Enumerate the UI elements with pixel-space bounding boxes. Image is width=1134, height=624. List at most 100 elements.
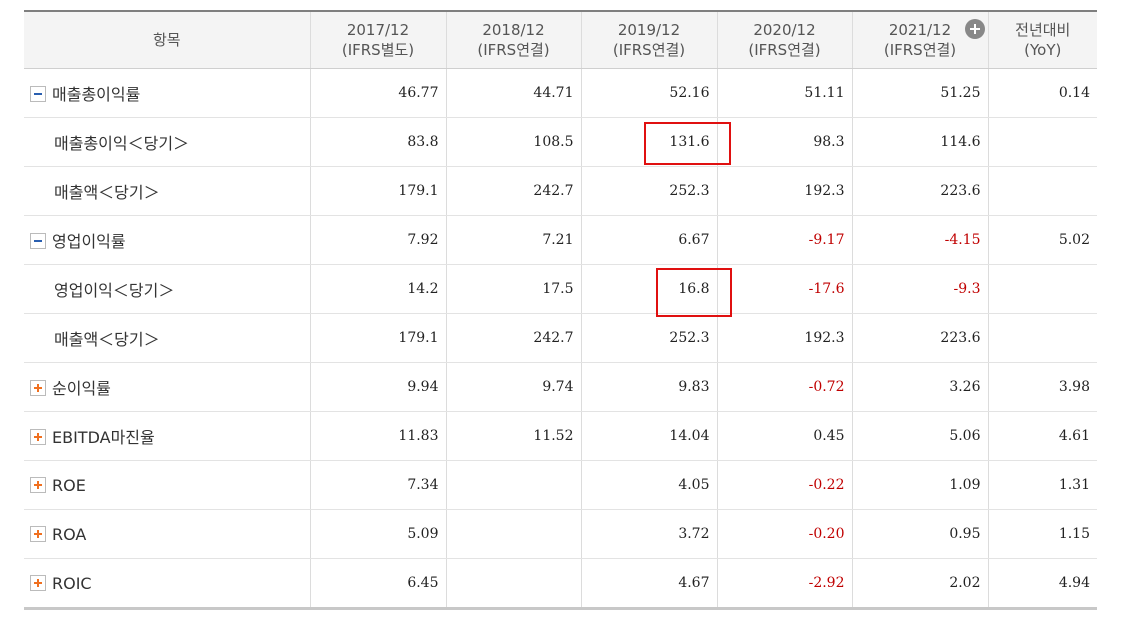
collapse-button[interactable] <box>30 86 46 102</box>
value-cell: 179.1 <box>309 313 446 363</box>
row-label: 매출액＜당기＞ <box>24 313 310 363</box>
header-cell: 전년대비 (YoY) <box>987 11 1097 69</box>
row-label-text: 매출총이익＜당기＞ <box>54 134 190 153</box>
header-text: 항목 <box>152 31 181 49</box>
row-label-text: 영업이익률 <box>52 232 126 251</box>
value-cell: 16.8 <box>580 264 717 314</box>
header-text: 2018/12 <box>482 21 545 39</box>
header-text: (IFRS연결) <box>883 41 957 59</box>
value-cell: 98.3 <box>716 117 852 167</box>
header-text: (IFRS별도) <box>341 41 415 59</box>
value-cell: 44.71 <box>445 68 581 118</box>
value-cell: -9.17 <box>716 215 852 265</box>
value-cell: 0.45 <box>716 411 852 461</box>
collapse-button[interactable] <box>30 233 46 249</box>
header-text: 2020/12 <box>753 21 816 39</box>
table-row: ROE 7.34 4.05 -0.22 1.09 1.31 <box>24 460 1097 510</box>
row-label-text: EBITDA마진율 <box>52 428 155 447</box>
value-cell: 11.52 <box>445 411 581 461</box>
value-cell: -0.72 <box>716 362 852 412</box>
header-text: 2017/12 <box>346 21 410 39</box>
value-cell: -9.3 <box>851 264 988 314</box>
expand-button[interactable] <box>30 574 46 591</box>
value-cell: 4.61 <box>987 411 1097 461</box>
header-text: (IFRS연결) <box>748 41 821 59</box>
table-row: 매출액＜당기＞ 179.1 242.7 252.3 192.3 223.6 <box>24 166 1097 216</box>
header-cell: 항목 <box>24 11 310 69</box>
value-cell: 9.74 <box>445 362 581 412</box>
value-cell: 3.98 <box>987 362 1097 412</box>
value-cell: 114.6 <box>851 117 988 167</box>
table-row: 영업이익＜당기＞ 14.2 17.5 16.8 -17.6 -9.3 <box>24 264 1097 314</box>
value-cell <box>445 509 581 559</box>
header-text: (YoY) <box>1024 41 1062 59</box>
header-text: 2021/12 <box>888 21 952 39</box>
value-cell: 7.21 <box>445 215 581 265</box>
table-row: ROA 5.09 3.72 -0.20 0.95 1.15 <box>24 509 1097 559</box>
value-cell: 0.95 <box>851 509 988 559</box>
value-cell: 192.3 <box>716 313 852 363</box>
header-cell: 2019/12 (IFRS연결) <box>580 11 717 69</box>
value-cell: 4.05 <box>580 460 717 510</box>
header-text: 전년대비 <box>1015 21 1071 39</box>
expand-button[interactable] <box>30 380 46 396</box>
value-cell: 52.16 <box>580 68 717 118</box>
row-label: 순이익률 <box>24 362 310 412</box>
value-cell: 5.09 <box>309 509 446 559</box>
value-cell: 51.25 <box>851 68 988 118</box>
value-cell <box>445 460 581 510</box>
value-cell: 1.31 <box>987 460 1097 510</box>
expand-button[interactable] <box>30 429 46 445</box>
value-cell <box>987 117 1097 167</box>
value-cell: -2.92 <box>716 558 852 609</box>
value-cell: 11.83 <box>309 411 446 461</box>
value-cell: 6.45 <box>309 558 446 609</box>
row-label-text: ROE <box>52 475 86 495</box>
value-cell <box>987 313 1097 363</box>
value-cell: 4.67 <box>580 558 717 609</box>
highlight-box <box>644 122 731 165</box>
value-cell: 17.5 <box>445 264 581 314</box>
value-cell: 9.83 <box>580 362 717 412</box>
value-cell: 242.7 <box>445 166 581 216</box>
table-row: 순이익률 9.94 9.74 9.83 -0.72 3.26 3.98 <box>24 362 1097 412</box>
table-row: 매출액＜당기＞ 179.1 242.7 252.3 192.3 223.6 <box>24 313 1097 363</box>
value-cell: 3.72 <box>580 509 717 559</box>
value-cell: 223.6 <box>851 166 988 216</box>
value-cell: 83.8 <box>309 117 446 167</box>
value-cell: 6.67 <box>580 215 717 265</box>
value-cell <box>987 264 1097 314</box>
value-cell: 242.7 <box>445 313 581 363</box>
row-label: 매출총이익＜당기＞ <box>24 117 310 167</box>
value-cell: 5.02 <box>987 215 1097 265</box>
value-cell <box>987 166 1097 216</box>
value-cell: -0.22 <box>716 460 852 510</box>
row-label: EBITDA마진율 <box>24 411 310 461</box>
row-label-text: 매출액＜당기＞ <box>54 330 160 349</box>
add-column-button[interactable] <box>964 19 985 39</box>
highlight-box <box>656 268 732 317</box>
value-cell: 4.94 <box>987 558 1097 609</box>
expand-button[interactable] <box>30 476 46 493</box>
row-label: ROA <box>24 509 310 559</box>
value-cell: 7.34 <box>309 460 446 510</box>
table-row: 매출총이익＜당기＞ 83.8 108.5 131.6 98.3 114.6 <box>24 117 1097 167</box>
value-cell: 2.02 <box>851 558 988 609</box>
value-cell: 9.94 <box>309 362 446 412</box>
header-row: 항목 2017/12 (IFRS별도) 2018/12 (IFRS연결) 2019/12 (… <box>24 11 1097 69</box>
ratio-table: 항목 2017/12 (IFRS별도) 2018/12 (IFRS연결) 2019/12 (… <box>24 10 1097 610</box>
value-cell: -0.20 <box>716 509 852 559</box>
value-cell <box>445 558 581 609</box>
header-cell: 2020/12 (IFRS연결) <box>716 11 852 69</box>
value-cell: 179.1 <box>309 166 446 216</box>
value-cell: 3.26 <box>851 362 988 412</box>
table-row: ROIC 6.45 4.67 -2.92 2.02 4.94 <box>24 558 1097 609</box>
row-label-text: ROIC <box>52 573 92 593</box>
value-cell: -17.6 <box>716 264 852 314</box>
header-cell: 2017/12 (IFRS별도) <box>309 11 446 69</box>
row-label-text: 순이익률 <box>52 379 111 398</box>
row-label: ROIC <box>24 558 310 609</box>
expand-button[interactable] <box>30 525 46 542</box>
row-label: 영업이익률 <box>24 215 310 265</box>
value-cell: 51.11 <box>716 68 852 118</box>
